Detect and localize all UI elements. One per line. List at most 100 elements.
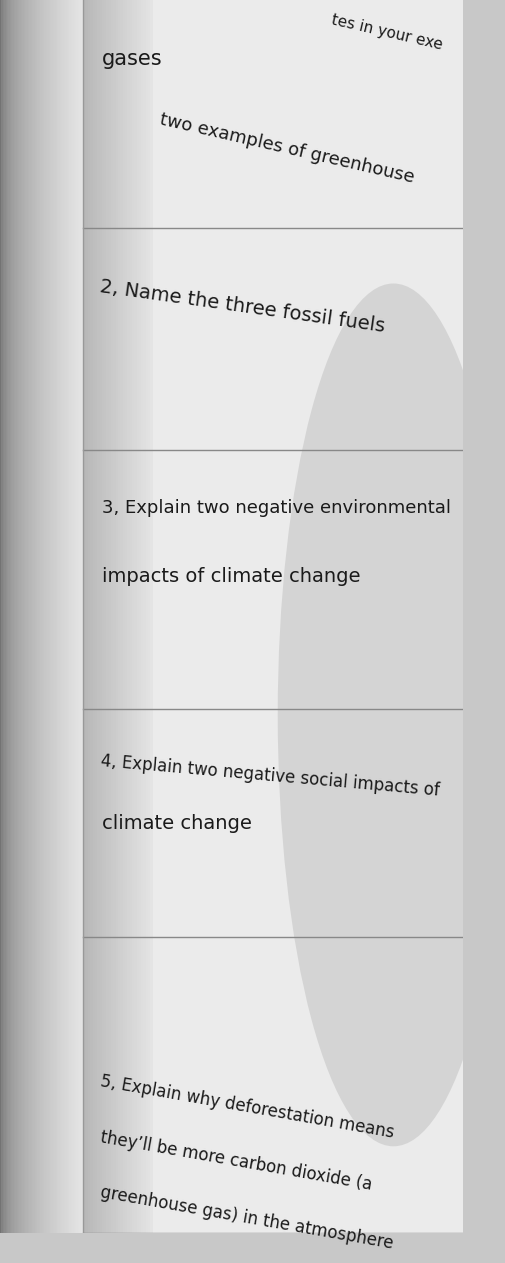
Bar (10, 0, 11, 1233)
Bar (79, 0, 80, 1233)
Text: 3, Explain two negative environmental: 3, Explain two negative environmental (102, 499, 450, 517)
Bar (83, 0, 462, 1233)
Bar (83, 0, 85, 1233)
Bar (11, 0, 13, 1233)
Text: 2, Name the three fossil fuels: 2, Name the three fossil fuels (99, 278, 386, 336)
Bar (32, 0, 33, 1233)
Bar (69, 0, 71, 1233)
Bar (41, 0, 43, 1233)
Bar (67, 0, 68, 1233)
Bar (129, 0, 132, 1233)
Bar (0, 0, 2, 1233)
Bar (54, 0, 56, 1233)
Bar (62, 0, 64, 1233)
Bar (25, 0, 26, 1233)
Bar (68, 0, 69, 1233)
Bar (52, 0, 53, 1233)
Bar (78, 0, 79, 1233)
Bar (64, 0, 65, 1233)
Ellipse shape (277, 283, 505, 1147)
Bar (2, 0, 3, 1233)
Text: two examples of greenhouse: two examples of greenhouse (158, 111, 415, 187)
Bar (60, 0, 61, 1233)
Bar (148, 0, 150, 1233)
Bar (102, 0, 104, 1233)
Bar (109, 0, 111, 1233)
Bar (97, 0, 99, 1233)
Bar (85, 0, 88, 1233)
Bar (145, 0, 148, 1233)
Bar (71, 0, 72, 1233)
Text: gases: gases (102, 49, 162, 69)
Text: 4, Explain two negative social impacts of: 4, Explain two negative social impacts o… (100, 751, 440, 799)
Bar (141, 0, 143, 1233)
Bar (6, 0, 7, 1233)
Bar (90, 0, 92, 1233)
Bar (50, 0, 52, 1233)
Bar (136, 0, 138, 1233)
Bar (40, 0, 41, 1233)
Bar (57, 0, 58, 1233)
Bar (65, 0, 67, 1233)
Text: tes in your exe: tes in your exe (329, 13, 443, 53)
Bar (150, 0, 153, 1233)
Bar (15, 0, 17, 1233)
Bar (120, 0, 122, 1233)
Bar (24, 0, 25, 1233)
Bar (111, 0, 113, 1233)
Bar (95, 0, 97, 1233)
Bar (48, 0, 50, 1233)
Bar (72, 0, 73, 1233)
Bar (122, 0, 125, 1233)
Bar (113, 0, 116, 1233)
Bar (33, 0, 35, 1233)
Bar (7, 0, 8, 1233)
Bar (99, 0, 102, 1233)
Bar (125, 0, 127, 1233)
Bar (134, 0, 136, 1233)
Bar (26, 0, 28, 1233)
Bar (153, 0, 462, 1233)
Bar (43, 0, 44, 1233)
Text: climate change: climate change (102, 813, 251, 832)
Bar (53, 0, 54, 1233)
Bar (47, 0, 48, 1233)
Text: impacts of climate change: impacts of climate change (102, 567, 360, 586)
Bar (4, 0, 6, 1233)
Bar (8, 0, 10, 1233)
Bar (116, 0, 118, 1233)
Bar (61, 0, 62, 1233)
Bar (82, 0, 83, 1233)
Bar (28, 0, 29, 1233)
Bar (22, 0, 24, 1233)
Bar (88, 0, 90, 1233)
Text: greenhouse gas) in the atmosphere: greenhouse gas) in the atmosphere (98, 1183, 394, 1253)
Bar (46, 0, 47, 1233)
Bar (37, 0, 39, 1233)
Text: 5, Explain why deforestation means: 5, Explain why deforestation means (98, 1072, 394, 1142)
Bar (21, 0, 22, 1233)
Bar (92, 0, 95, 1233)
Bar (76, 0, 78, 1233)
Bar (29, 0, 30, 1233)
Bar (138, 0, 141, 1233)
Bar (58, 0, 60, 1233)
Bar (44, 0, 46, 1233)
Bar (73, 0, 75, 1233)
Bar (127, 0, 129, 1233)
Bar (3, 0, 4, 1233)
Bar (30, 0, 32, 1233)
Bar (19, 0, 21, 1233)
Bar (36, 0, 37, 1233)
Bar (56, 0, 57, 1233)
Text: they’ll be more carbon dioxide (a: they’ll be more carbon dioxide (a (98, 1128, 373, 1194)
Bar (75, 0, 76, 1233)
Bar (18, 0, 19, 1233)
Bar (17, 0, 18, 1233)
Bar (39, 0, 40, 1233)
Bar (14, 0, 15, 1233)
Bar (143, 0, 145, 1233)
Bar (80, 0, 82, 1233)
Bar (104, 0, 106, 1233)
Bar (106, 0, 109, 1233)
